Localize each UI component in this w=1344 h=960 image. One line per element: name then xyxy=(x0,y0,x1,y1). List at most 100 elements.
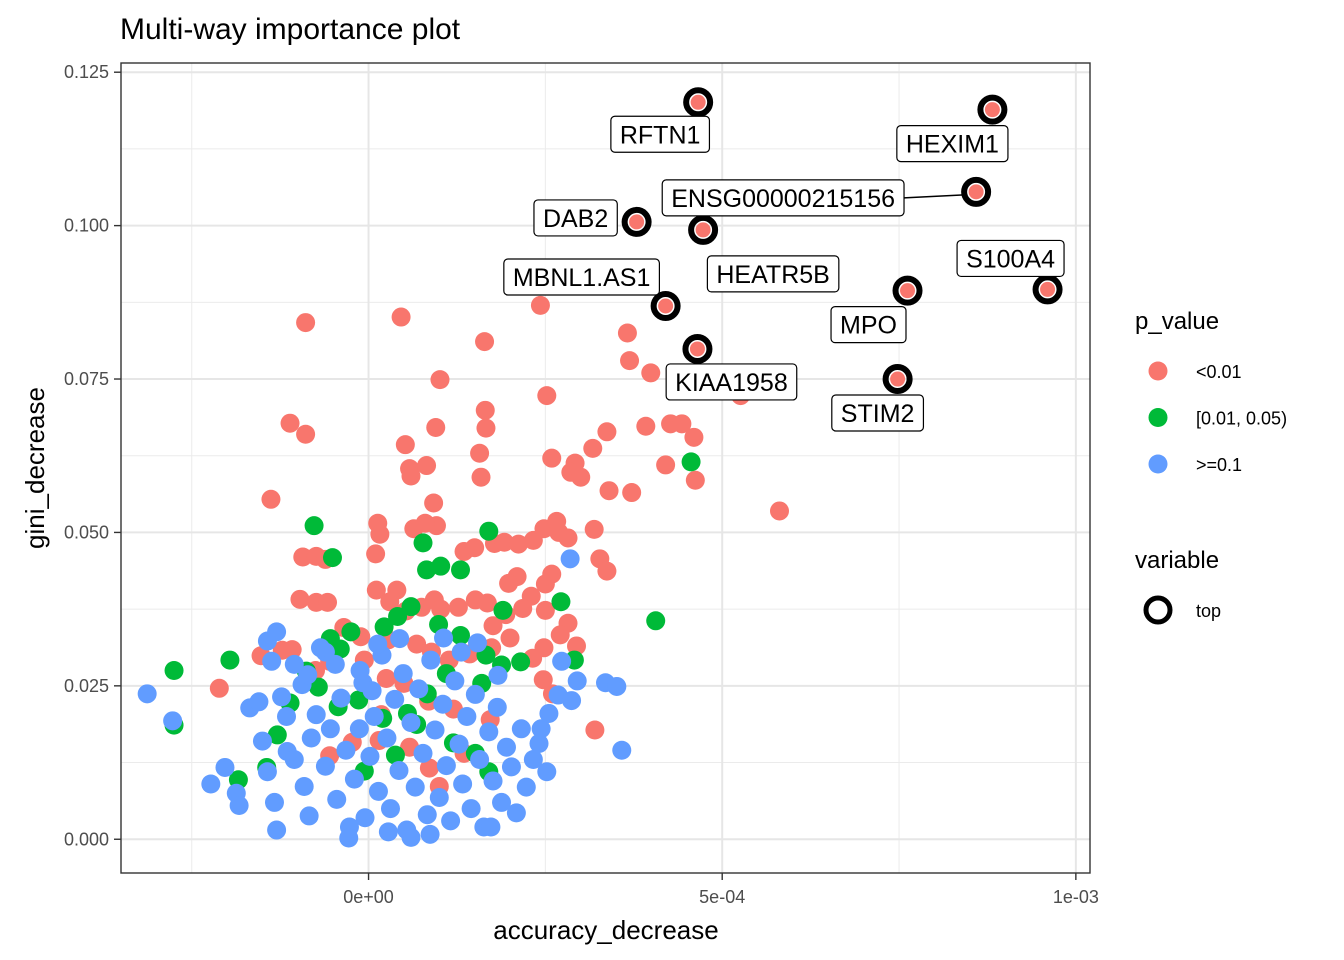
data-point xyxy=(470,443,490,463)
top-point xyxy=(968,184,984,200)
data-point xyxy=(465,684,485,704)
plot-panel xyxy=(121,63,1090,873)
data-point xyxy=(261,489,281,509)
data-point xyxy=(318,592,338,612)
data-point xyxy=(252,731,272,751)
y-tick-label: 0.025 xyxy=(64,676,109,696)
data-point xyxy=(562,691,582,711)
data-point xyxy=(453,774,473,794)
data-point xyxy=(506,803,526,823)
data-point xyxy=(470,749,490,769)
data-point xyxy=(584,519,604,539)
y-tick-label: 0.125 xyxy=(64,62,109,82)
data-point xyxy=(433,694,453,714)
data-point xyxy=(612,740,632,760)
point-label-text: DAB2 xyxy=(543,205,608,233)
data-point xyxy=(390,629,410,649)
data-point xyxy=(424,493,444,513)
y-tick-label: 0.100 xyxy=(64,216,109,236)
data-point xyxy=(267,820,287,840)
data-point xyxy=(567,671,587,691)
data-point xyxy=(607,676,627,696)
point-label-s100a4: S100A4 xyxy=(956,239,1065,278)
data-point xyxy=(451,642,471,662)
data-point xyxy=(322,548,342,568)
data-point xyxy=(530,295,550,315)
point-label-box xyxy=(503,258,661,296)
data-point xyxy=(449,734,469,754)
data-point xyxy=(496,737,516,757)
y-axis-title: gini_decrease xyxy=(20,387,50,549)
data-point xyxy=(431,599,451,619)
data-point xyxy=(387,580,407,600)
data-point xyxy=(339,828,359,848)
top-point xyxy=(629,214,645,230)
data-point xyxy=(385,745,405,765)
data-point xyxy=(461,799,481,819)
point-label-text: HEXIM1 xyxy=(906,131,999,159)
top-point xyxy=(984,102,1000,118)
data-point xyxy=(267,622,287,642)
data-point xyxy=(597,422,617,442)
top-point-ring xyxy=(882,364,913,395)
point-label-box xyxy=(706,255,840,293)
data-point xyxy=(425,720,445,740)
data-point xyxy=(257,762,277,782)
legend-key xyxy=(1148,454,1168,474)
data-point xyxy=(264,792,284,812)
data-point xyxy=(164,661,184,680)
top-point-ring xyxy=(977,94,1008,125)
data-point xyxy=(320,719,340,739)
data-point xyxy=(413,533,433,553)
data-point xyxy=(401,713,421,733)
data-point xyxy=(374,617,394,637)
data-point xyxy=(509,534,529,554)
data-point xyxy=(385,689,405,709)
data-point xyxy=(426,418,446,437)
point-label-mpo: MPO xyxy=(830,306,907,344)
x-tick-label: 1e-03 xyxy=(1053,887,1099,907)
data-point xyxy=(163,711,183,731)
data-point xyxy=(636,416,656,436)
data-point xyxy=(366,544,386,564)
data-point xyxy=(487,697,507,717)
legend-label: [0.01, 0.05) xyxy=(1196,409,1287,429)
point-label-box xyxy=(533,199,618,237)
data-point xyxy=(277,707,297,727)
data-point xyxy=(483,771,503,791)
data-point xyxy=(355,808,375,828)
data-point xyxy=(451,560,471,580)
data-point xyxy=(280,413,300,433)
top-point xyxy=(900,283,916,299)
data-point xyxy=(494,532,514,552)
data-point xyxy=(284,749,304,769)
data-point xyxy=(481,817,501,837)
point-label-text: STIM2 xyxy=(841,400,915,428)
data-point xyxy=(262,651,282,671)
data-point xyxy=(420,824,440,844)
legend-key xyxy=(1148,408,1168,427)
data-point xyxy=(393,664,413,684)
point-label-dab2: DAB2 xyxy=(533,199,618,237)
data-point xyxy=(308,677,328,697)
chart-title: Multi-way importance plot xyxy=(120,13,461,46)
data-point xyxy=(330,639,350,659)
top-point xyxy=(890,371,906,387)
data-point xyxy=(249,692,269,712)
data-point xyxy=(479,722,499,742)
data-point xyxy=(537,386,557,406)
data-point xyxy=(341,622,361,642)
data-point xyxy=(617,323,637,343)
data-point xyxy=(641,363,661,383)
data-point xyxy=(368,634,388,654)
data-point xyxy=(299,806,319,826)
data-point xyxy=(483,616,503,636)
data-point xyxy=(362,681,382,701)
data-point xyxy=(535,600,555,620)
data-point xyxy=(429,788,449,808)
data-point xyxy=(395,435,415,455)
data-point xyxy=(401,597,421,617)
data-point xyxy=(547,511,567,531)
top-point xyxy=(690,94,706,110)
data-point xyxy=(516,777,536,797)
